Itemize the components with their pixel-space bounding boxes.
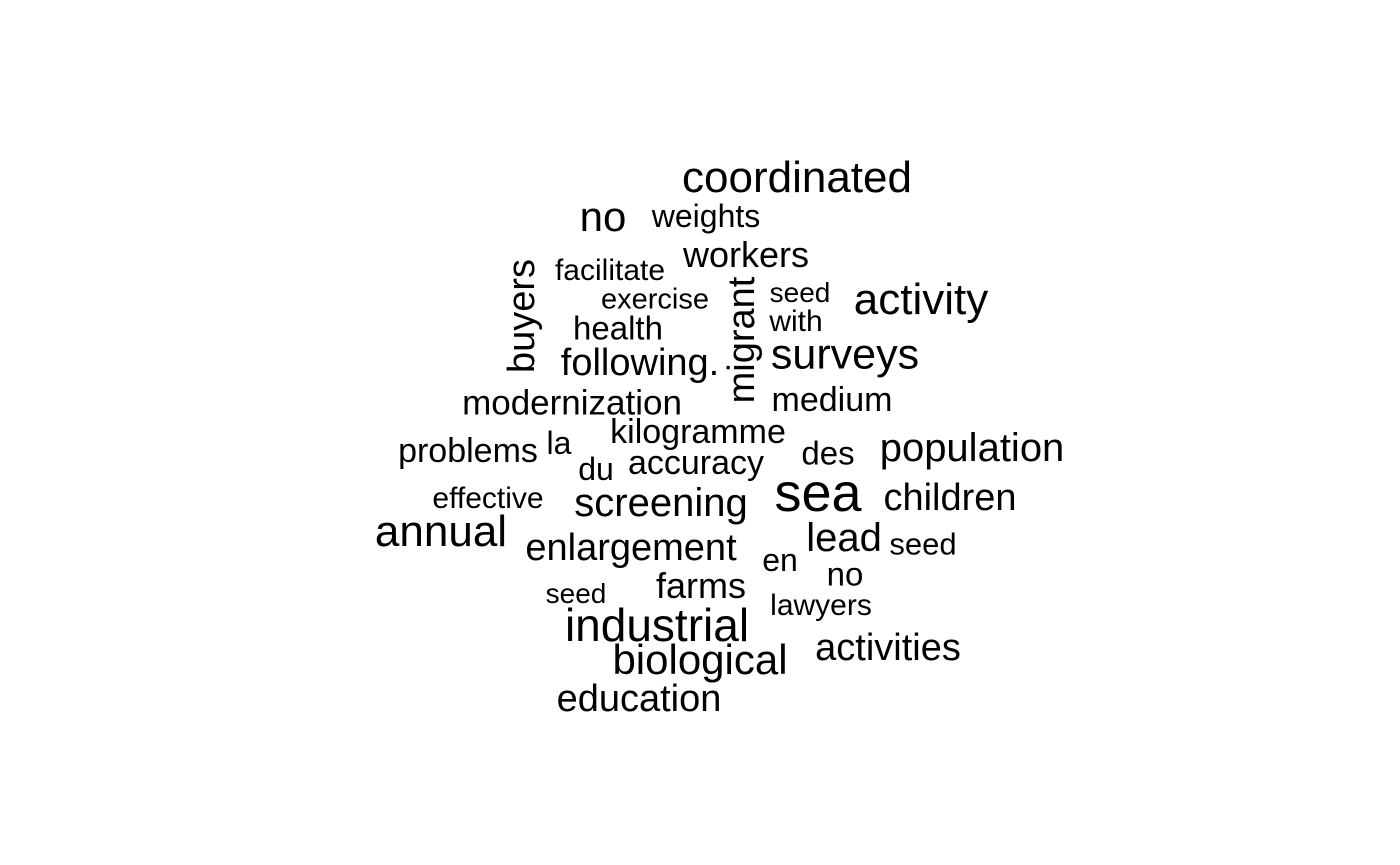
word-weights: weights <box>651 198 761 234</box>
word-workers: workers <box>682 234 810 275</box>
word-surveys: surveys <box>770 330 920 379</box>
word-du: du <box>578 451 614 487</box>
word-following: following. <box>560 342 720 384</box>
word-accuracy: accuracy <box>627 444 765 482</box>
word-screening: screening <box>574 481 748 525</box>
word-facilitate: facilitate <box>554 254 666 287</box>
word-annual: annual <box>374 507 508 556</box>
word-des: des <box>801 434 855 472</box>
word-no: no <box>579 193 627 240</box>
word-no-2: no <box>826 555 864 593</box>
word-modernization: modernization <box>462 383 682 423</box>
word-enlargement: enlargement <box>525 527 737 569</box>
word-activities: activities <box>815 627 961 669</box>
word-migrant: migrant <box>721 276 763 404</box>
word-buyers: buyers <box>501 258 543 374</box>
word-la: la <box>546 425 572 461</box>
word-seed-2: seed <box>889 526 957 562</box>
word-seed: seed <box>769 277 831 308</box>
word-seed-3: seed <box>545 578 607 609</box>
word-lawyers: lawyers <box>770 589 872 622</box>
word-activity: activity <box>853 275 989 324</box>
word-biological: biological <box>612 636 788 683</box>
word-industrial: industrial <box>564 599 750 651</box>
word-lead: lead <box>806 516 882 560</box>
word-exercise: exercise <box>601 283 709 316</box>
word-children: children <box>883 477 1017 519</box>
word-health: health <box>573 309 663 347</box>
word-with: with <box>769 305 823 338</box>
word-medium: medium <box>771 381 893 419</box>
word-effective: effective <box>432 482 544 515</box>
word-coordinated: coordinated <box>682 153 912 202</box>
word-problems: problems <box>398 432 538 470</box>
word-en: en <box>762 542 798 578</box>
word-population: population <box>879 426 1065 470</box>
word-education: education <box>556 678 722 720</box>
word-farms: farms <box>656 565 746 606</box>
word-kilogramme: kilogramme <box>610 413 786 451</box>
word-sea: sea <box>774 463 862 523</box>
